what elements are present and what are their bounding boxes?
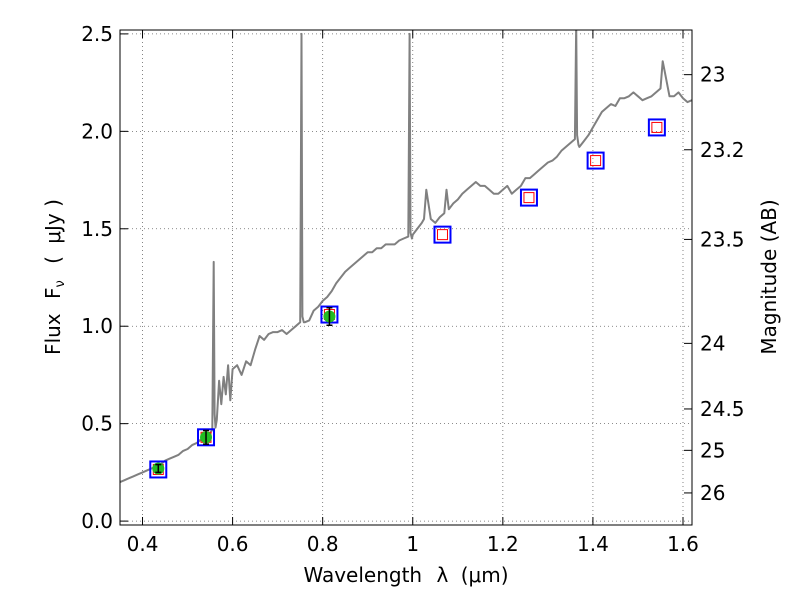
y2-tick-label: 25 [700, 438, 725, 462]
model-point-box [149, 460, 168, 479]
model-point-inner [590, 155, 602, 167]
measured-point [200, 429, 213, 445]
x-axis-label: Wavelength λ (μm) [303, 563, 508, 587]
measured-point [323, 306, 336, 326]
y-axis-label-text: Flux [41, 313, 65, 355]
x-axis-unit-rest: m) [481, 563, 508, 587]
model-point-inner [651, 121, 663, 133]
y-tick-label: 1.0 [81, 314, 113, 338]
spectrum-line [120, 30, 692, 484]
x-axis-unit-open: ( [461, 563, 469, 587]
model-point-box [197, 428, 216, 447]
y-axis-unit-rest: Jy ) [41, 199, 65, 233]
model-point-box [647, 118, 666, 137]
y2-tick-label: 24.5 [700, 397, 745, 421]
measured-point [152, 462, 165, 475]
model-markers [149, 118, 666, 479]
x-axis-symbol: λ [436, 563, 448, 587]
y-tick-label: 1.5 [81, 217, 113, 241]
model-point-inner [523, 192, 535, 204]
grid-lines [120, 30, 692, 525]
x-axis-label-text: Wavelength [303, 563, 422, 587]
y2-tick-label: 26 [700, 481, 725, 505]
y-tick-label: 2.0 [81, 119, 113, 143]
y-axis-label: Flux Fν ( μJy ) [41, 199, 69, 355]
x-tick-label: 0.8 [307, 532, 339, 556]
y2-axis-label: Magnitude (AB) [757, 199, 781, 354]
model-point-box [586, 151, 605, 170]
y-axis-unit-mu: μ [41, 231, 65, 244]
x-tick-label: 0.4 [127, 532, 159, 556]
x-tick-label: 1.2 [487, 532, 519, 556]
y-axis-subscript: ν [53, 280, 68, 287]
x-tick-label: 0.6 [217, 532, 249, 556]
x-tick-label: 1.4 [577, 532, 609, 556]
model-point-inner [436, 229, 448, 241]
y2-tick-label: 23.2 [700, 138, 745, 162]
y2-tick-label: 23 [700, 63, 725, 87]
plot-area [120, 30, 692, 484]
x-axis-unit-mu: μ [469, 563, 482, 587]
x-tick-label: 1.6 [667, 532, 699, 556]
y2-tick-label: 24 [700, 331, 725, 355]
y-tick-label: 0.0 [81, 509, 113, 533]
x-tick-label: 1 [406, 532, 419, 556]
model-point-box [433, 225, 452, 244]
model-point [647, 118, 666, 137]
y2-tick-label: 23.5 [700, 227, 745, 251]
model-point [433, 225, 452, 244]
measured-markers [152, 306, 336, 475]
plot-frame [119, 29, 693, 526]
y-tick-label: 0.5 [81, 412, 113, 436]
y-tick-label: 2.5 [81, 22, 113, 46]
axis-ticks: 0.4 0.6 0.8 1 1.2 1.4 1.6 0.0 0.5 1.0 1.5 2.0 2.5 23 2… [81, 22, 744, 556]
model-point [586, 151, 605, 170]
model-point-box [519, 188, 538, 207]
y-axis-unit-open: ( [41, 256, 65, 264]
model-point [519, 188, 538, 207]
y-axis-symbol: F [41, 287, 65, 299]
